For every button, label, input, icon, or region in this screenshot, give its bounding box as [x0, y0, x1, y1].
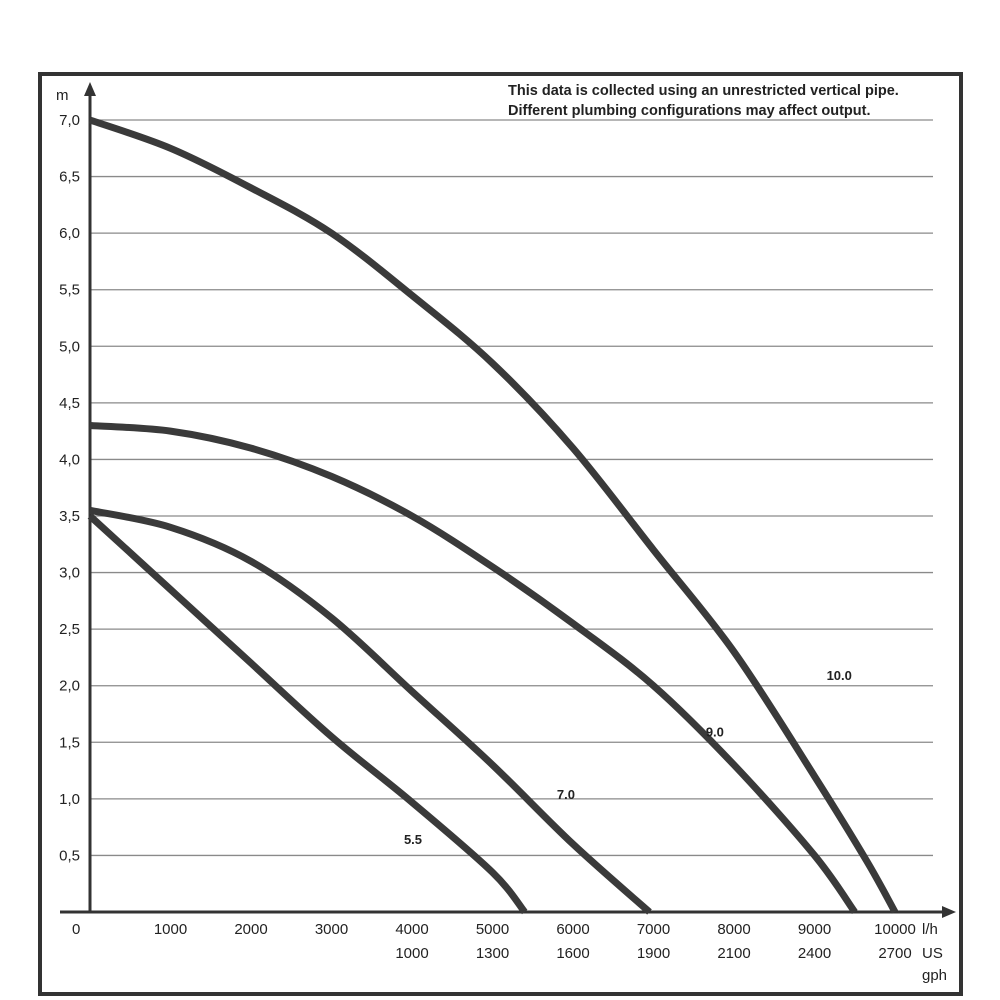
x2-tick-label: 1600 [556, 945, 589, 962]
y-tick-label: 0,5 [59, 847, 80, 864]
x-tick-label: 7000 [637, 921, 670, 938]
x2-tick-label: 2700 [878, 945, 911, 962]
x2-tick-label: 1900 [637, 945, 670, 962]
series-label-9-0: 9.0 [706, 725, 724, 740]
y-tick-label: 6,0 [59, 225, 80, 242]
y-unit-label: m [56, 87, 69, 104]
x-tick-label: 8000 [717, 921, 750, 938]
x-axis-arrow [942, 906, 956, 918]
y-tick-label: 5,0 [59, 338, 80, 355]
y-tick-label: 3,0 [59, 565, 80, 582]
x2-unit-label-1: US [922, 945, 943, 962]
y-tick-labels: 0,5 1,0 1,5 2,0 2,5 3,0 3,5 4,0 4,5 5,0 5,5 6,0 6,5 7… [59, 112, 80, 864]
y-tick-label: 6,5 [59, 169, 80, 186]
x2-tick-label: 2100 [717, 945, 750, 962]
y-tick-label: 2,0 [59, 678, 80, 695]
x-tick-label: 3000 [315, 921, 348, 938]
x-tick-label: 6000 [556, 921, 589, 938]
series-curves: 5.5 7.0 9.0 10.0 [87, 116, 899, 915]
x2-tick-label: 1000 [395, 945, 428, 962]
series-line-5-5 [87, 513, 528, 915]
x-tick-label: 9000 [798, 921, 831, 938]
x2-tick-label: 2400 [798, 945, 831, 962]
y-tick-label: 1,0 [59, 791, 80, 808]
origin-label: 0 [72, 921, 80, 938]
series-label-10-0: 10.0 [827, 668, 852, 683]
y-tick-label: 4,0 [59, 451, 80, 468]
series-line-10-0 [88, 116, 899, 914]
note-line-2: Different plumbing configurations may af… [508, 103, 871, 119]
y-tick-label: 5,5 [59, 282, 80, 299]
x-unit-label: l/h [922, 921, 938, 938]
y-tick-label: 7,0 [59, 112, 80, 129]
x-tick-label: 5000 [476, 921, 509, 938]
y-tick-label: 4,5 [59, 395, 80, 412]
y-axis-arrow [84, 82, 96, 96]
x-tick-labels: 1000 2000 3000 4000 5000 6000 7000 8000 9000 1000… [154, 921, 916, 962]
series-line-7-0 [89, 506, 652, 915]
y-tick-label: 1,5 [59, 734, 80, 751]
x-tick-label: 2000 [234, 921, 267, 938]
x-tick-label: 10000 [874, 921, 916, 938]
x2-tick-label: 1300 [476, 945, 509, 962]
series-label-5-5: 5.5 [404, 832, 422, 847]
series-line-9-0 [89, 422, 858, 915]
y-tick-label: 3,5 [59, 508, 80, 525]
x2-unit-label-2: gph [922, 967, 947, 984]
x-tick-label: 4000 [395, 921, 428, 938]
series-label-7-0: 7.0 [557, 787, 575, 802]
x-tick-label: 1000 [154, 921, 187, 938]
note-line-1: This data is collected using an unrestri… [508, 83, 899, 99]
y-tick-label: 2,5 [59, 621, 80, 638]
